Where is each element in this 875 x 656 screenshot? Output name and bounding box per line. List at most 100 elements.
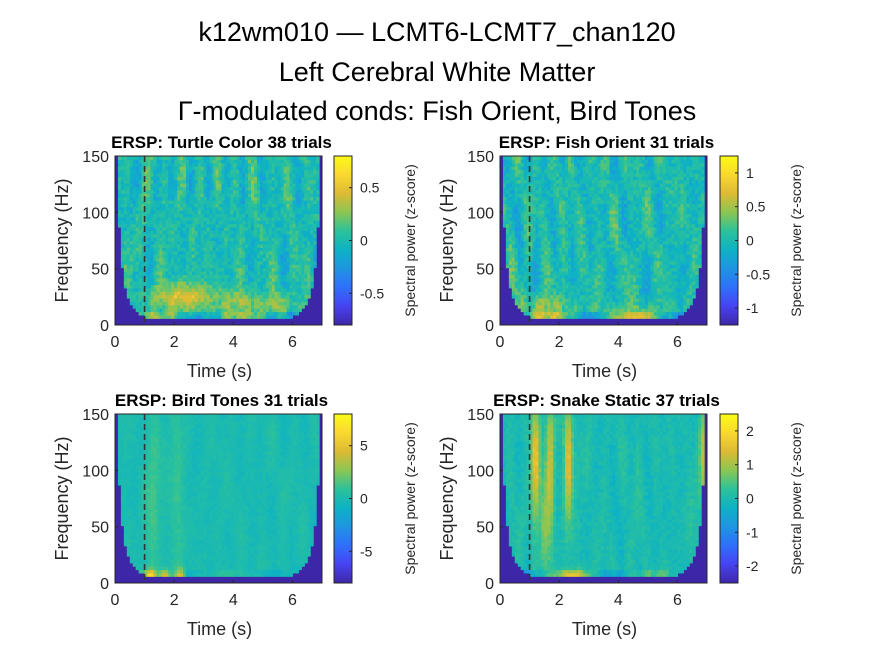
heatmap-cell xyxy=(597,223,602,228)
heatmap-cell xyxy=(177,156,181,160)
heatmap-cell xyxy=(283,308,288,313)
heatmap-cell xyxy=(135,223,140,228)
heatmap-cell xyxy=(206,243,211,248)
heatmap-cell xyxy=(283,216,288,221)
heatmap-cell xyxy=(144,183,149,188)
heatmap-cell xyxy=(177,223,181,228)
heatmap-cell xyxy=(227,243,231,248)
heatmap-cell xyxy=(307,216,311,221)
heatmap-cell xyxy=(156,226,160,231)
heatmap-cell xyxy=(292,166,296,171)
heatmap-cell xyxy=(230,311,234,316)
heatmap-cell xyxy=(242,311,246,316)
heatmap-cell xyxy=(310,213,314,218)
heatmap-cell xyxy=(171,291,175,296)
heatmap-cell xyxy=(517,274,522,279)
heatmap-cell xyxy=(165,311,169,316)
heatmap-cell xyxy=(153,213,157,218)
heatmap-cell xyxy=(606,230,611,235)
heatmap-cell xyxy=(168,237,172,242)
heatmap-cell xyxy=(550,179,554,184)
heatmap-cell xyxy=(591,183,596,188)
heatmap-cell xyxy=(307,247,311,252)
heatmap-cell xyxy=(221,250,226,255)
heatmap-cell xyxy=(215,166,220,171)
heatmap-cell xyxy=(180,216,184,221)
heatmap-cell xyxy=(256,203,261,208)
heatmap-cell xyxy=(556,250,560,255)
heatmap-cell xyxy=(245,291,249,296)
heatmap-cell xyxy=(301,233,305,238)
heatmap-cell xyxy=(194,247,199,252)
heatmap-cell xyxy=(295,183,299,188)
heatmap-cell xyxy=(609,250,613,255)
heatmap-cell xyxy=(227,250,231,255)
heatmap-cell xyxy=(292,237,296,242)
heatmap-cell xyxy=(265,294,270,299)
heatmap-cell xyxy=(230,304,234,309)
heatmap-cell xyxy=(570,220,575,225)
heatmap-cell xyxy=(141,277,146,282)
heatmap-cell xyxy=(191,206,196,211)
heatmap-cell xyxy=(298,257,302,262)
heatmap-cell xyxy=(295,172,299,177)
heatmap-cell xyxy=(600,314,605,319)
heatmap-cell xyxy=(177,159,181,164)
heatmap-cell xyxy=(556,291,560,296)
heatmap-cell xyxy=(227,206,231,211)
heatmap-cell xyxy=(597,156,602,160)
heatmap-cell xyxy=(573,156,578,160)
heatmap-cell xyxy=(600,250,605,255)
heatmap-cell xyxy=(162,156,166,160)
heatmap-cell xyxy=(301,203,305,208)
heatmap-cell xyxy=(553,301,557,306)
heatmap-cell xyxy=(185,257,190,262)
heatmap-cell xyxy=(562,206,566,211)
heatmap-cell xyxy=(171,166,175,171)
heatmap-cell xyxy=(316,216,320,221)
heatmap-cell xyxy=(283,183,288,188)
heatmap-cell xyxy=(212,274,217,279)
heatmap-cell xyxy=(304,257,308,262)
heatmap-cell xyxy=(233,270,237,275)
heatmap-cell xyxy=(505,230,510,235)
heatmap-cell xyxy=(568,260,572,265)
heatmap-cell xyxy=(239,287,243,292)
heatmap-cell xyxy=(144,166,149,171)
heatmap-cell xyxy=(591,287,596,292)
heatmap-cell xyxy=(505,254,510,258)
heatmap-cell xyxy=(271,172,276,177)
heatmap-cell xyxy=(185,297,190,302)
heatmap-cell xyxy=(248,230,252,235)
heatmap-cell xyxy=(177,301,181,306)
heatmap-cell xyxy=(609,179,613,184)
heatmap-cell xyxy=(215,277,220,282)
heatmap-cell xyxy=(188,294,193,299)
heatmap-cell xyxy=(215,233,220,238)
heatmap-cell xyxy=(550,304,554,309)
heatmap-cell xyxy=(511,243,516,248)
heatmap-cell xyxy=(236,226,240,231)
heatmap-cell xyxy=(591,189,596,194)
heatmap-cell xyxy=(141,206,146,211)
heatmap-cell xyxy=(544,254,548,258)
heatmap-cell xyxy=(532,223,537,228)
heatmap-cell xyxy=(248,297,252,302)
heatmap-cell xyxy=(191,226,196,231)
heatmap-cell xyxy=(141,294,146,299)
heatmap-cell xyxy=(615,220,619,225)
heatmap-cell xyxy=(236,257,240,262)
heatmap-cell xyxy=(283,176,288,181)
heatmap-cell xyxy=(147,237,152,242)
heatmap-cell xyxy=(174,216,178,221)
heatmap-cell xyxy=(541,233,545,238)
heatmap-cell xyxy=(191,193,196,198)
heatmap-cell xyxy=(188,210,193,215)
heatmap-cell xyxy=(188,193,193,198)
heatmap-cell xyxy=(221,169,226,174)
heatmap-cell xyxy=(129,270,134,275)
heatmap-cell xyxy=(183,189,187,194)
figure-title-line-3: Γ-modulated conds: Fish Orient, Bird Ton… xyxy=(178,96,697,126)
heatmap-cell xyxy=(183,206,187,211)
heatmap-cell xyxy=(251,206,255,211)
